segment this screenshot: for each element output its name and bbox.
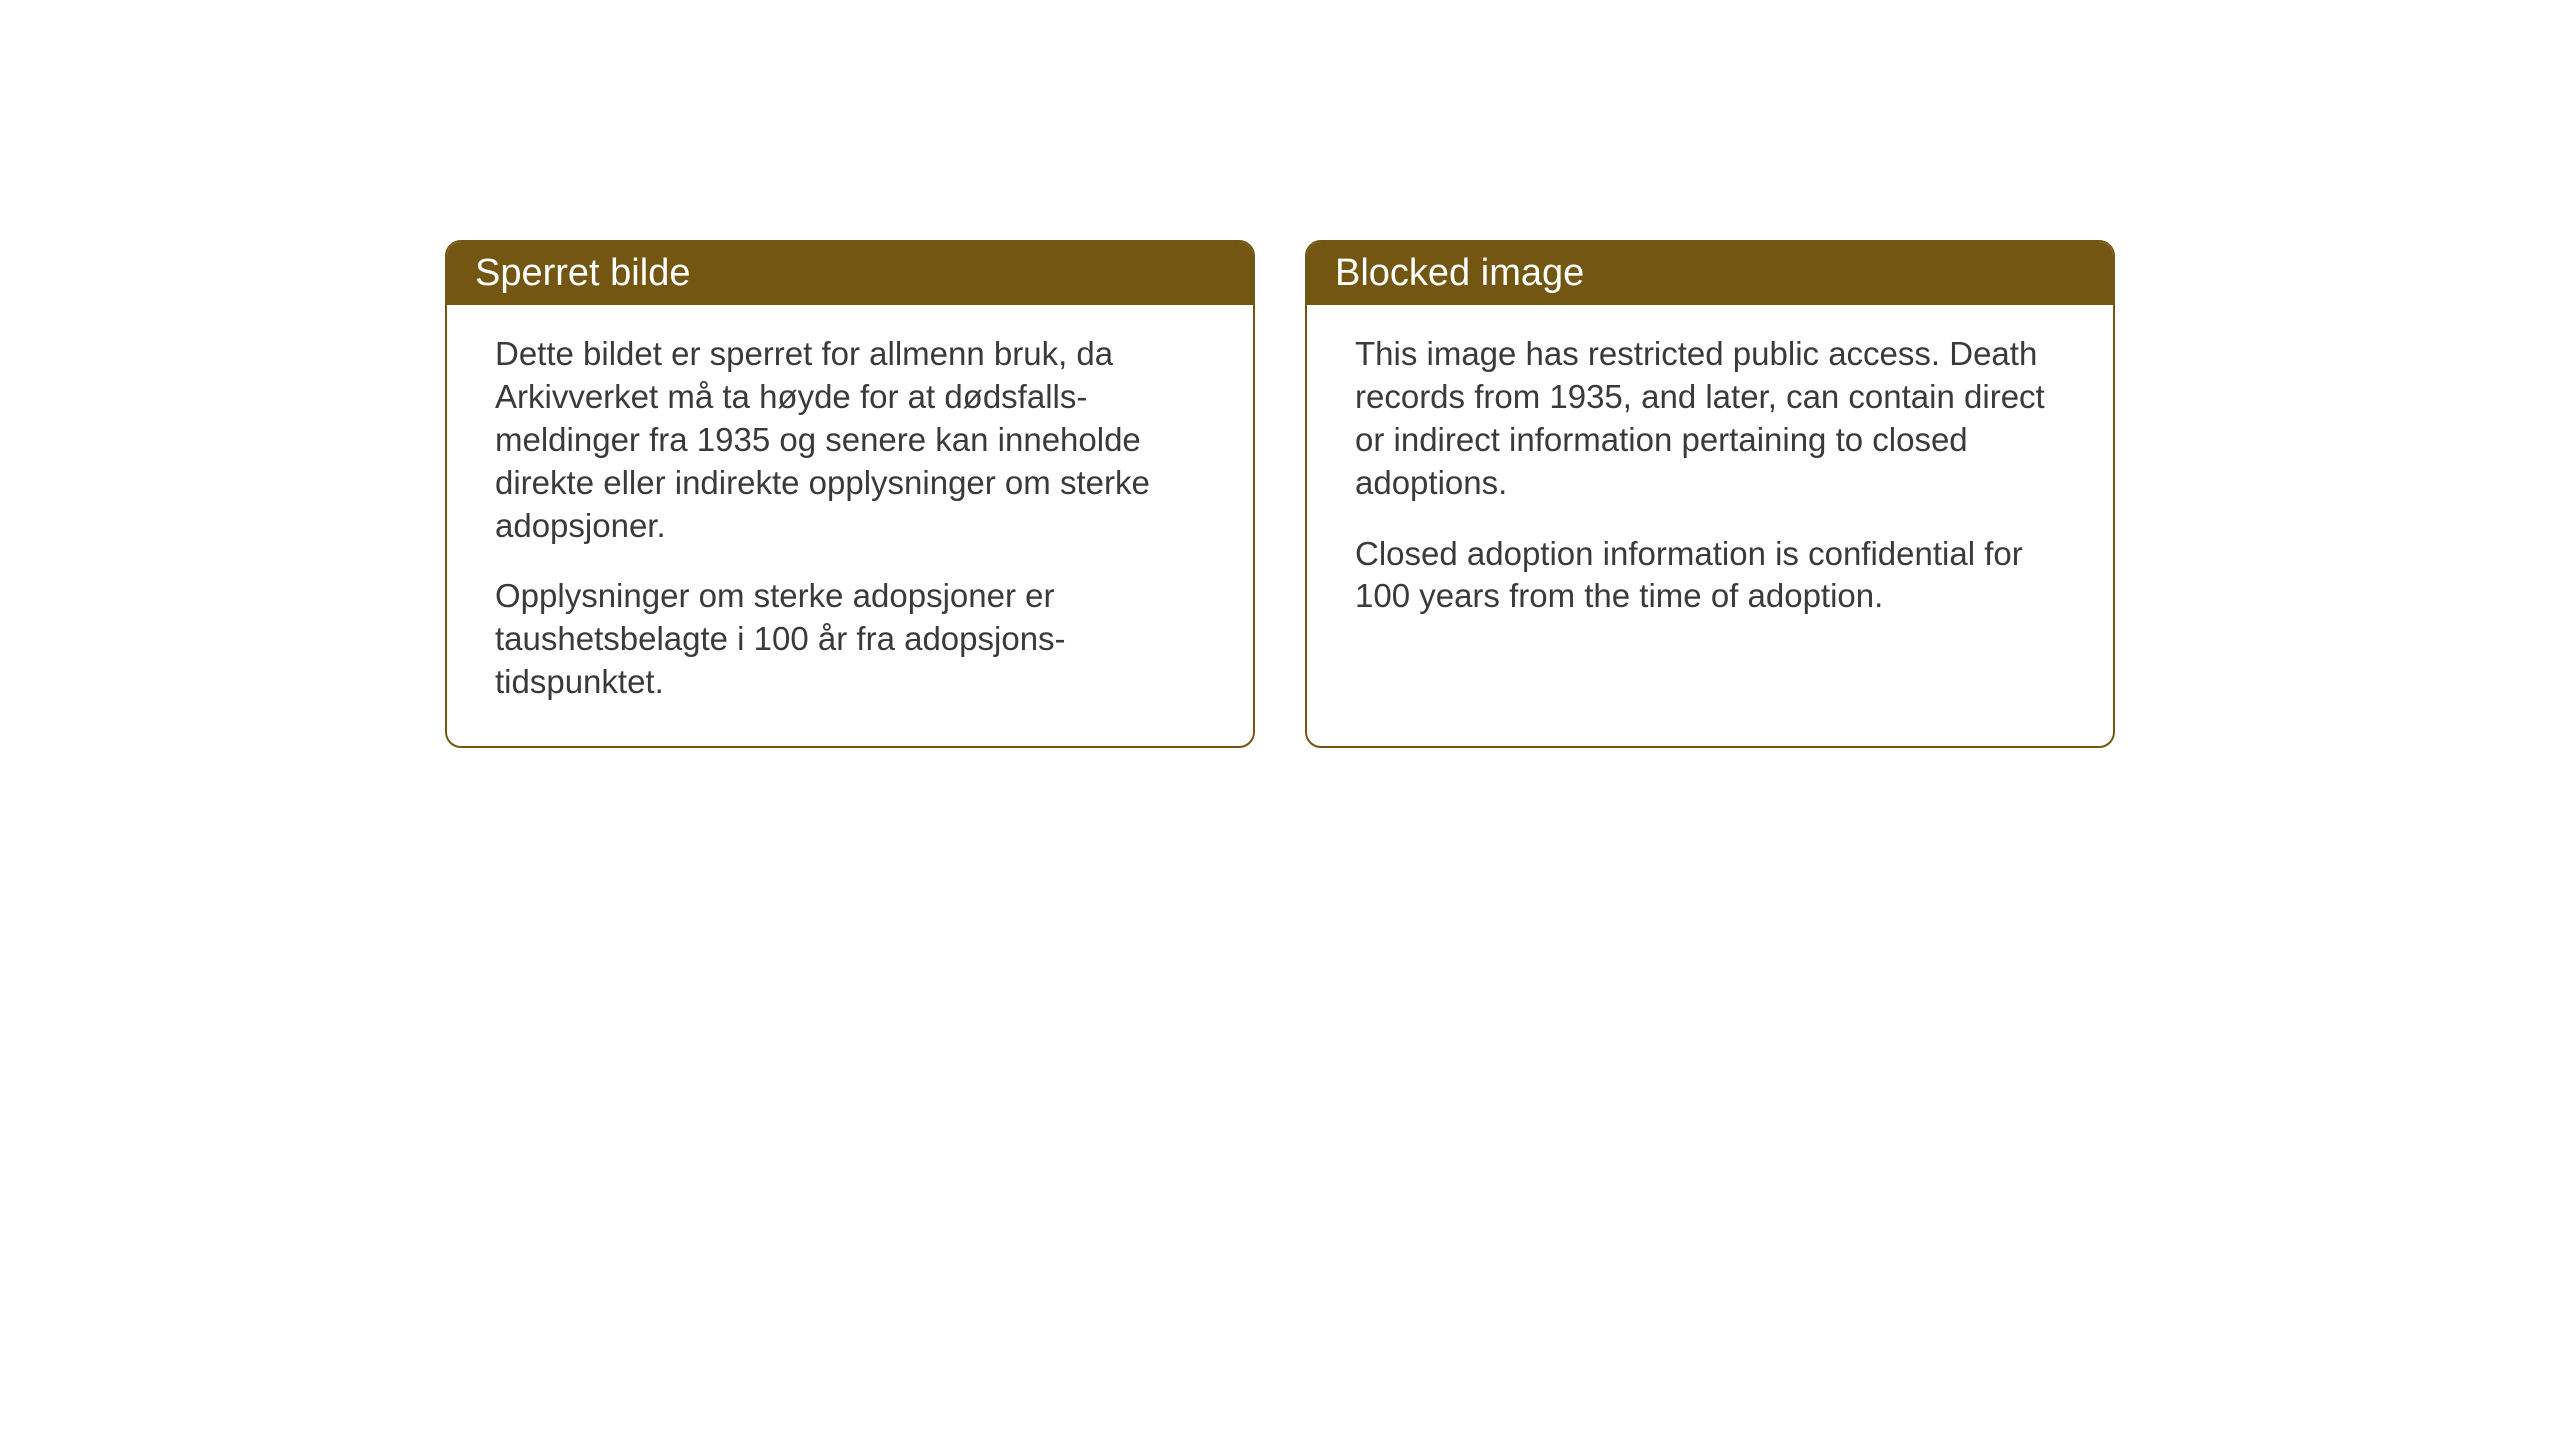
norwegian-paragraph-1: Dette bildet er sperret for allmenn bruk…	[495, 333, 1205, 547]
norwegian-notice-title: Sperret bilde	[447, 242, 1253, 305]
norwegian-notice-body: Dette bildet er sperret for allmenn bruk…	[447, 305, 1253, 746]
notice-container: Sperret bilde Dette bildet er sperret fo…	[445, 240, 2115, 748]
english-notice-body: This image has restricted public access.…	[1307, 305, 2113, 660]
english-paragraph-2: Closed adoption information is confident…	[1355, 533, 2065, 619]
english-notice-card: Blocked image This image has restricted …	[1305, 240, 2115, 748]
norwegian-notice-card: Sperret bilde Dette bildet er sperret fo…	[445, 240, 1255, 748]
english-paragraph-1: This image has restricted public access.…	[1355, 333, 2065, 505]
english-notice-title: Blocked image	[1307, 242, 2113, 305]
norwegian-paragraph-2: Opplysninger om sterke adopsjoner er tau…	[495, 575, 1205, 704]
